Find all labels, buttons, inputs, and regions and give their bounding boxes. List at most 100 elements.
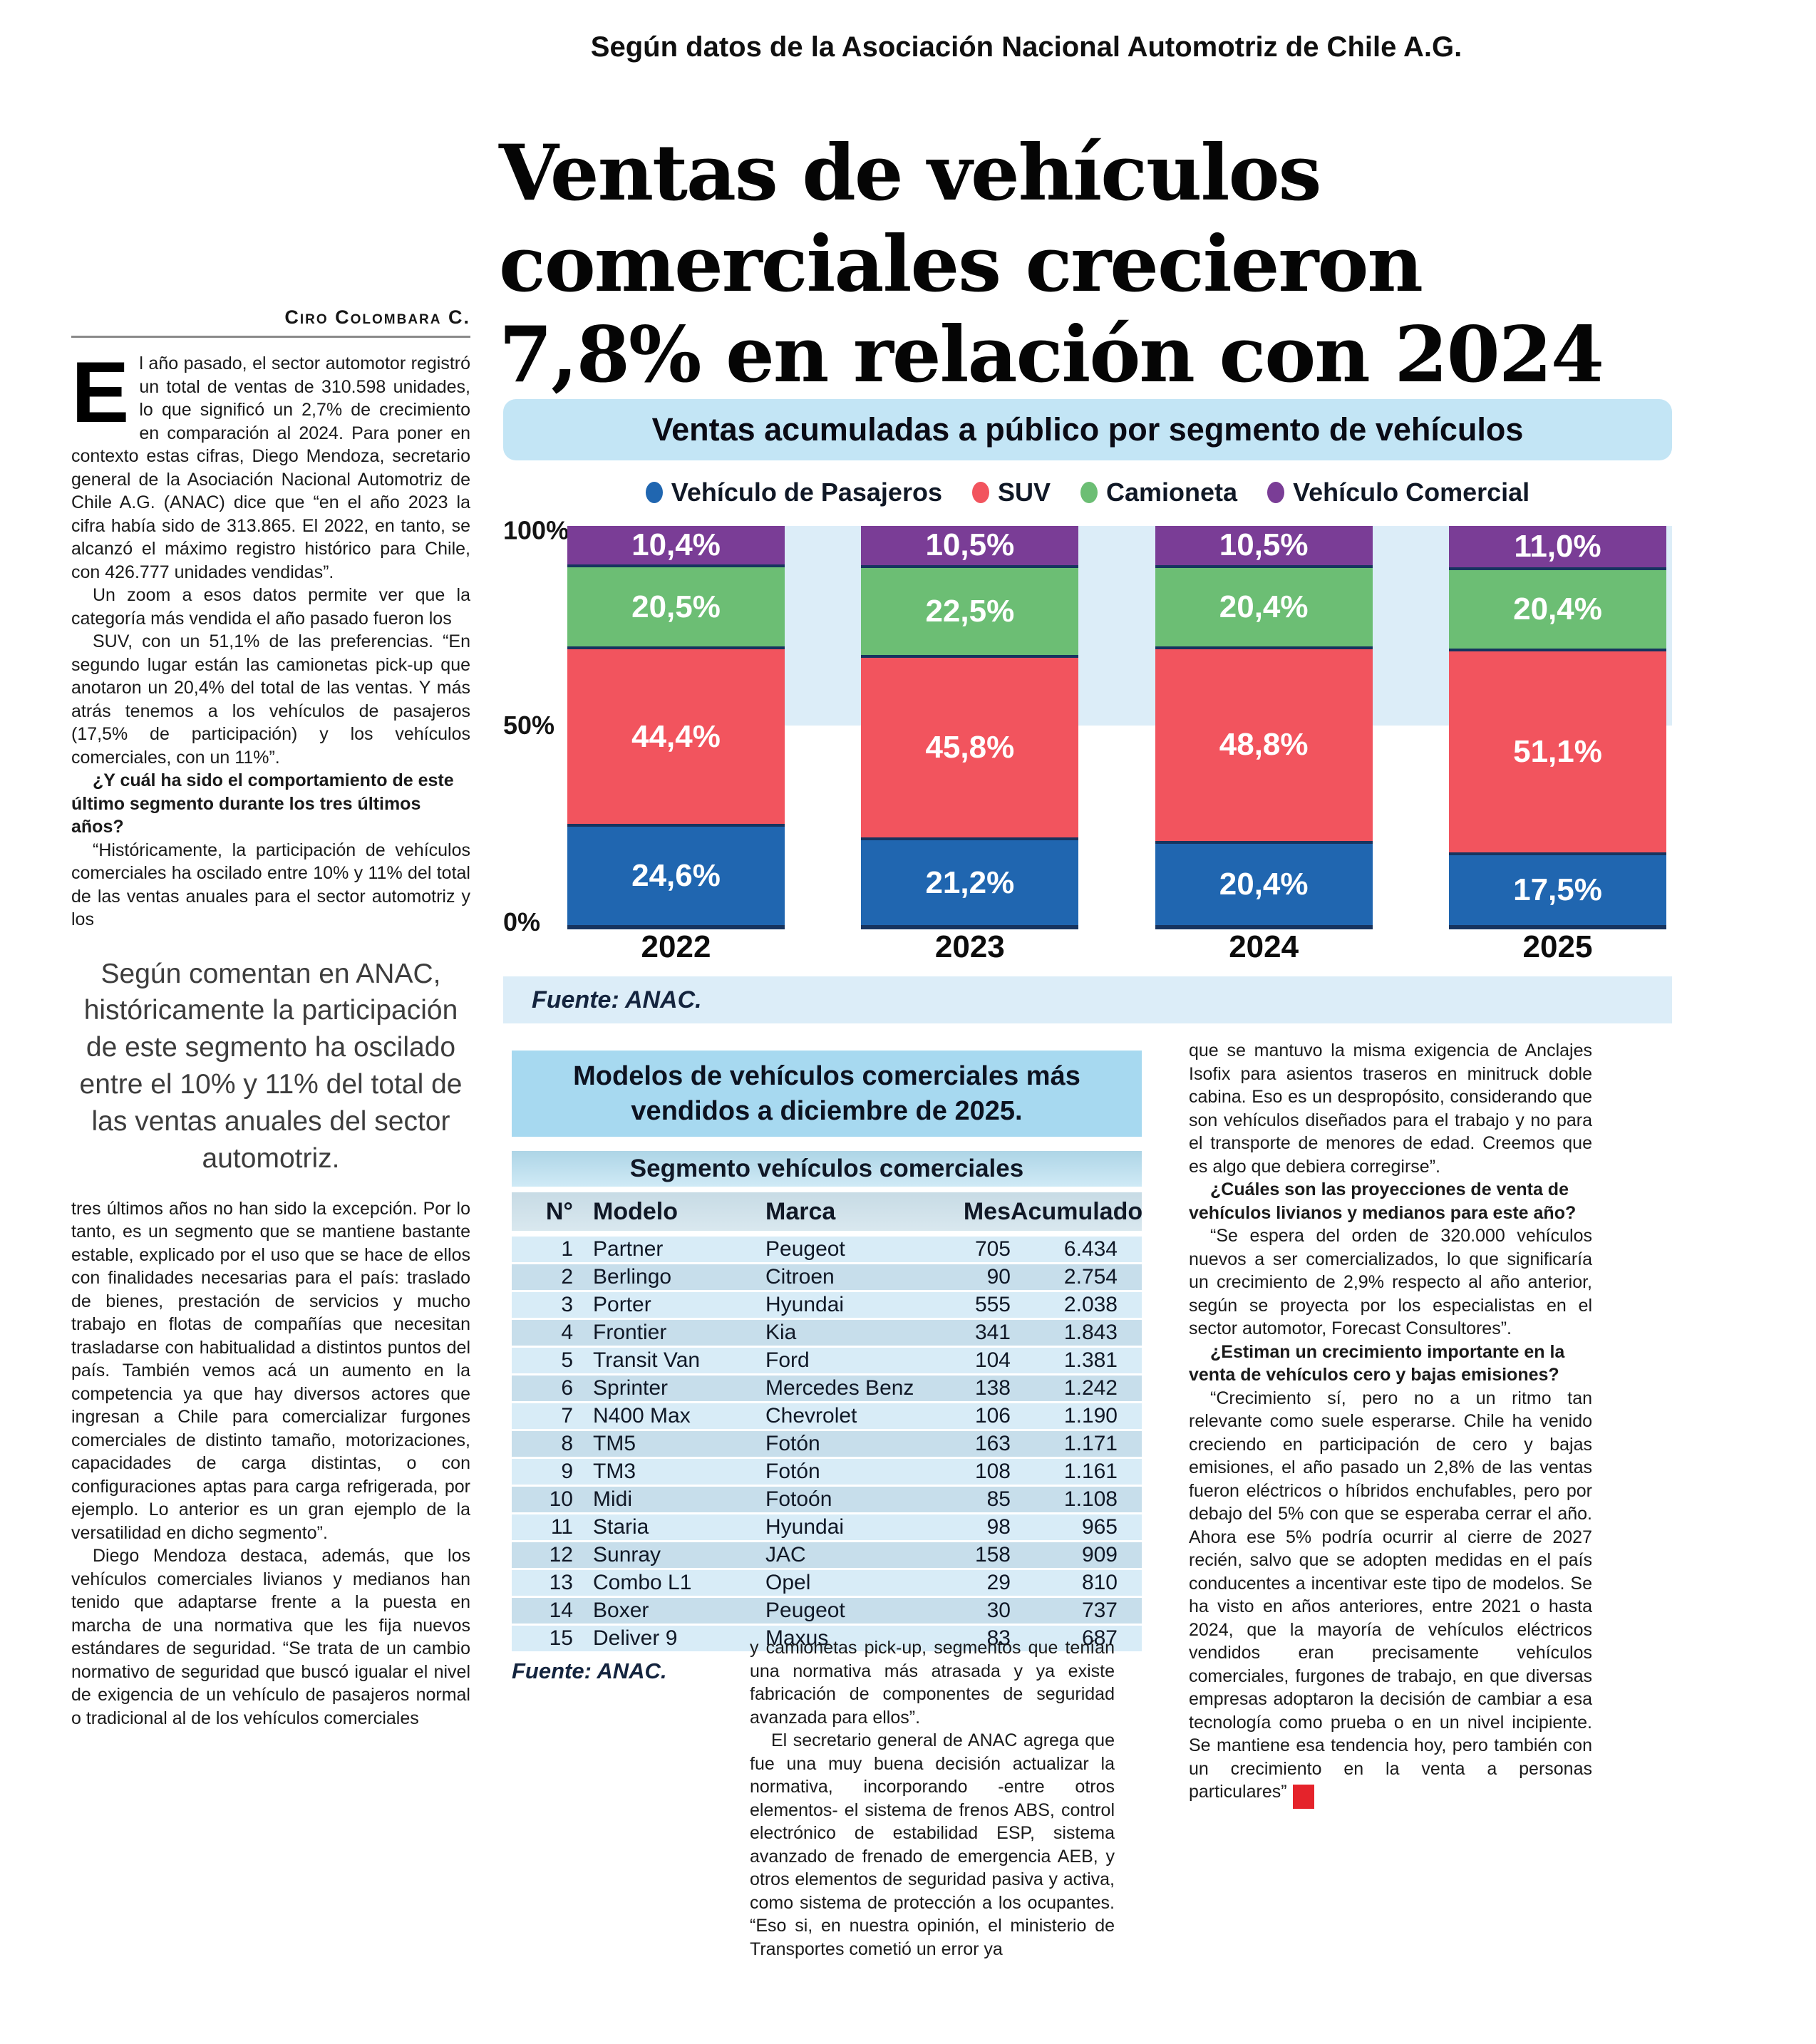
article-paragraph: “Crecimiento sí, pero no a un ritmo tan … <box>1189 1387 1592 1809</box>
right-column: que se mantuvo la misma exigencia de Anc… <box>1189 1039 1592 1809</box>
table-column-header: Acumulado <box>1011 1197 1143 1225</box>
table-section-header: Segmento vehículos comerciales <box>512 1151 1142 1187</box>
table-row: 7 N400 Max Chevrolet 106 1.190 <box>512 1403 1142 1430</box>
bar-segment-suv: 51,1% <box>1448 651 1666 855</box>
table-cell: Fotoón <box>765 1487 832 1512</box>
table-cell: 138 <box>974 1376 1011 1400</box>
table-cell: Porter <box>593 1293 651 1317</box>
table-cell: Midi <box>593 1487 633 1512</box>
table-cell: 341 <box>974 1321 1011 1345</box>
table-cell: 85 <box>986 1487 1011 1512</box>
table-cell: 1.381 <box>1063 1348 1118 1373</box>
bar-segment-label: 10,5% <box>1219 527 1309 563</box>
article-paragraph: que se mantuvo la misma exigencia de Anc… <box>1189 1041 1592 1177</box>
table-row: 15 Deliver 9 Maxus 83 687 <box>512 1626 1142 1652</box>
table-cell: Mercedes Benz <box>765 1376 914 1400</box>
headline-line: comerciales crecieron <box>499 219 1423 309</box>
table-cell: 1.171 <box>1063 1432 1118 1456</box>
stacked-bar-2022: 10,4% 20,5% 44,4% 24,6% <box>567 526 785 929</box>
x-axis-label-2023: 2023 <box>934 929 1005 964</box>
table-row: 5 Transit Van Ford 104 1.381 <box>512 1348 1142 1374</box>
table-column-header: Mes <box>963 1197 1011 1225</box>
legend-item-vehiculo-comercial: Vehículo Comercial <box>1267 478 1529 507</box>
article-paragraph: Diego Mendoza destaca, además, que los v… <box>71 1546 470 1728</box>
table-cell: TM5 <box>593 1432 636 1456</box>
table-cell: 737 <box>1081 1599 1118 1623</box>
bar-segment-vehiculo-comercial: 11,0% <box>1448 526 1666 570</box>
table-row: 12 Sunray JAC 158 909 <box>512 1542 1142 1569</box>
x-axis-label-2024: 2024 <box>1229 929 1299 964</box>
bar-segment-label: 20,4% <box>1219 866 1309 902</box>
table-cell: 14 <box>549 1599 573 1623</box>
article-paragraph: tres últimos años no han sido la excepci… <box>71 1198 470 1543</box>
table-cell: 98 <box>986 1515 1011 1539</box>
table-cell: 909 <box>1081 1543 1118 1567</box>
byline: Ciro Colombara C. <box>284 306 470 328</box>
middle-column: y camionetas pick-up, segmentos que tení… <box>750 1636 1115 1961</box>
table-cell: 11 <box>550 1515 573 1539</box>
table-cell: Fotón <box>765 1460 820 1484</box>
stacked-bar-2023: 10,5% 22,5% 45,8% 21,2% <box>861 526 1079 929</box>
table-cell: 12 <box>549 1543 573 1567</box>
bar-segment-label: 45,8% <box>925 730 1015 765</box>
table-cell: 10 <box>549 1487 573 1512</box>
table-cell: 163 <box>974 1432 1011 1456</box>
table-row: 9 TM3 Fotón 108 1.161 <box>512 1459 1142 1485</box>
vehiculo-de-pasajeros-dot-icon <box>645 482 663 503</box>
table-row: 11 Staria Hyundai 98 965 <box>512 1514 1142 1541</box>
chart-plot: 100% 50% 0% 10,4% 20,5% 44,4% 24,6% 10,5% 22,… <box>503 515 1672 936</box>
bar-segment-vehiculo-de-pasajeros: 20,4% <box>1155 843 1373 925</box>
table-cell: 13 <box>549 1571 573 1595</box>
table-cell: 2.754 <box>1063 1265 1118 1289</box>
table-row: 1 Partner Peugeot 705 6.434 <box>512 1237 1142 1263</box>
legend-label: Camioneta <box>1106 478 1238 507</box>
table-cell: 4 <box>561 1321 573 1345</box>
y-axis-tick-50: 50% <box>503 711 555 740</box>
drop-cap: E <box>71 344 130 441</box>
chart-legend: Vehículo de Pasajeros SUV Camioneta Vehícul… <box>503 478 1672 507</box>
table-cell: 90 <box>986 1265 1011 1289</box>
headline-line: 7,8% en relación con 2024 <box>499 310 1604 401</box>
bar-segment-label: 11,0% <box>1514 528 1601 564</box>
table-cell: Deliver 9 <box>593 1626 678 1651</box>
bar-segment-vehiculo-comercial: 10,5% <box>861 526 1079 568</box>
table-cell: 810 <box>1081 1571 1118 1595</box>
legend-item-camioneta: Camioneta <box>1080 478 1237 507</box>
bar-segment-label: 10,4% <box>631 527 721 563</box>
x-axis-label-2022: 2022 <box>641 929 711 964</box>
table-cell: 83 <box>986 1626 1011 1651</box>
bar-segment-suv: 45,8% <box>861 657 1079 841</box>
table-cell: 687 <box>1081 1626 1118 1651</box>
table-column-header: Modelo <box>593 1197 678 1225</box>
legend-label: SUV <box>997 478 1051 507</box>
table-cell: Hyundai <box>765 1515 845 1539</box>
table-cell: 158 <box>974 1543 1011 1567</box>
pull-quote: Según comentan en ANAC, históricamente l… <box>79 958 463 1174</box>
table-cell: Fotón <box>765 1432 820 1456</box>
article-paragraph: Un zoom a esos datos permite ver que la … <box>71 585 470 629</box>
table-cell: Transit Van <box>593 1348 701 1373</box>
table-cell: Ford <box>765 1348 810 1373</box>
table-cell: 555 <box>974 1293 1011 1317</box>
bar-segment-label: 24,6% <box>631 858 721 894</box>
table-row: 14 Boxer Peugeot 30 737 <box>512 1598 1142 1624</box>
bar-segment-label: 20,4% <box>1513 591 1602 626</box>
headline: Ventas de vehículos comerciales crecieron… <box>499 128 1682 401</box>
byline-rule <box>71 336 470 339</box>
table-cell: Partner <box>593 1237 664 1261</box>
article-paragraph: SUV, con un 51,1% de las preferencias. “… <box>71 631 470 768</box>
table-cell: 1.190 <box>1063 1404 1118 1428</box>
bar-segment-label: 51,1% <box>1513 733 1602 769</box>
table-cell: 1.161 <box>1063 1460 1118 1484</box>
vehiculo-comercial-dot-icon <box>1267 482 1285 503</box>
camioneta-dot-icon <box>1080 482 1098 503</box>
question-header: ¿Cuáles son las proyecciones de venta de… <box>1189 1180 1577 1223</box>
table-cell: 30 <box>986 1599 1011 1623</box>
table-cell: 6.434 <box>1063 1237 1118 1261</box>
suv-dot-icon <box>971 482 989 503</box>
chart-source: Fuente: ANAC. <box>503 976 1672 1023</box>
table-row: 6 Sprinter Mercedes Benz 138 1.242 <box>512 1375 1142 1402</box>
table-cell: TM3 <box>593 1460 636 1484</box>
table-cell: 2.038 <box>1063 1293 1118 1317</box>
